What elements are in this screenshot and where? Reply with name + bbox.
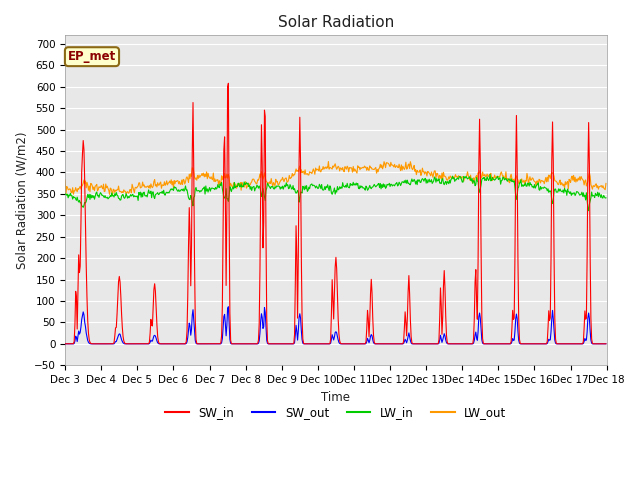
- SW_in: [182, 341, 189, 347]
- LW_in: [401, 180, 409, 186]
- SW_out: [182, 341, 189, 347]
- Legend: SW_in, SW_out, LW_in, LW_out: SW_in, SW_out, LW_in, LW_out: [161, 401, 511, 424]
- SW_in: [419, 341, 426, 347]
- LW_in: [602, 195, 610, 201]
- SW_in: [225, 80, 232, 86]
- LW_out: [403, 166, 410, 172]
- SW_out: [402, 338, 410, 344]
- Title: Solar Radiation: Solar Radiation: [278, 15, 394, 30]
- SW_in: [241, 341, 249, 347]
- SW_in: [127, 341, 134, 347]
- LW_in: [127, 192, 134, 198]
- Line: LW_in: LW_in: [65, 175, 606, 211]
- LW_out: [419, 165, 426, 171]
- Line: SW_out: SW_out: [65, 307, 606, 344]
- SW_out: [418, 341, 426, 347]
- SW_in: [602, 341, 610, 347]
- SW_in: [71, 322, 79, 327]
- LW_in: [71, 194, 79, 200]
- Line: LW_out: LW_out: [65, 162, 606, 195]
- LW_in: [182, 183, 189, 189]
- SW_out: [61, 341, 69, 347]
- Line: SW_in: SW_in: [65, 83, 606, 344]
- SW_out: [210, 341, 218, 347]
- LW_out: [109, 192, 116, 198]
- LW_in: [417, 180, 425, 185]
- SW_out: [127, 341, 134, 347]
- SW_out: [602, 341, 610, 347]
- LW_out: [127, 190, 135, 196]
- LW_out: [602, 180, 610, 186]
- LW_out: [211, 176, 219, 182]
- LW_out: [182, 175, 190, 181]
- LW_in: [61, 192, 69, 197]
- SW_out: [225, 304, 232, 310]
- SW_in: [210, 341, 218, 347]
- LW_out: [71, 188, 79, 194]
- SW_in: [61, 341, 69, 347]
- Y-axis label: Solar Radiation (W/m2): Solar Radiation (W/m2): [15, 132, 28, 269]
- X-axis label: Time: Time: [321, 391, 351, 404]
- SW_out: [71, 338, 79, 344]
- LW_in: [210, 186, 218, 192]
- LW_out: [61, 177, 69, 183]
- LW_in: [585, 208, 593, 214]
- LW_out: [324, 159, 332, 165]
- Text: EP_met: EP_met: [68, 50, 116, 63]
- SW_in: [403, 333, 410, 339]
- LW_in: [486, 172, 494, 178]
